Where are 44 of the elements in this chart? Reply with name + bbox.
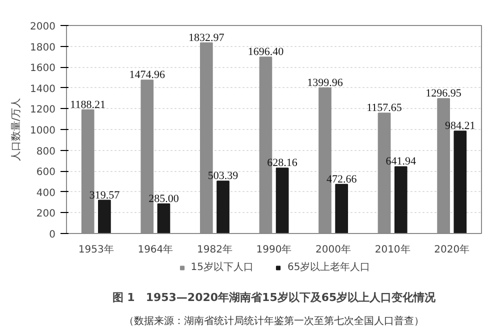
y-tick-label: 400	[36, 188, 56, 199]
data-label: 628.16	[267, 157, 298, 170]
y-tick-label: 0	[49, 230, 56, 240]
data-label: 319.57	[89, 189, 120, 202]
y-tick-label: 800	[36, 146, 56, 158]
y-tick-label: 2000	[30, 22, 56, 32]
data-label: 1296.95	[426, 88, 462, 100]
data-label: 1399.96	[307, 76, 344, 89]
y-tick-label: 600	[36, 167, 56, 178]
bar	[335, 184, 348, 234]
x-tick-label: 2000年	[316, 244, 352, 256]
data-label: 1188.21	[70, 98, 106, 111]
legend-label: 15岁以下人口	[190, 260, 254, 274]
y-tick-label: 1600	[30, 63, 56, 74]
legend-label: 65岁以上老年人口	[288, 260, 370, 274]
data-label: 285.00	[148, 192, 180, 205]
x-tick-label: 1990年	[256, 244, 292, 256]
x-tick-label: 1953年	[78, 244, 114, 256]
y-tick-label: 1000	[30, 126, 56, 136]
x-tick-label: 2020年	[434, 244, 470, 256]
data-label: 1696.40	[248, 46, 284, 58]
y-axis-title: 人口数量/万人	[11, 98, 22, 162]
data-label: 1832.97	[188, 32, 225, 44]
bar	[276, 168, 289, 234]
bar	[157, 203, 170, 234]
bar	[454, 130, 467, 234]
bar	[394, 166, 408, 234]
data-label: 1157.65	[366, 102, 402, 114]
bar	[216, 180, 230, 234]
x-tick-label: 1982年	[196, 244, 232, 256]
data-label: 472.66	[326, 173, 358, 186]
y-tick-label: 1800	[30, 42, 56, 54]
bar	[98, 200, 111, 234]
y-tick-label: 1200	[30, 104, 56, 116]
data-label: 641.94	[386, 156, 416, 168]
data-label: 1474.96	[129, 69, 166, 82]
x-tick-label: 1964年	[138, 244, 174, 256]
y-tick-label: 200	[36, 208, 56, 220]
x-tick-label: 2010年	[374, 244, 410, 256]
text: （数据来源：湖南省统计局统计年鉴第一次至第七次全国人口普查）	[124, 315, 424, 327]
text: 图 1 1953—2020年湖南省15岁以下及65岁以上人口变化情况	[112, 291, 437, 304]
data-label: 984.21	[445, 120, 476, 132]
data-label: 503.39	[208, 170, 239, 182]
y-tick-label: 1400	[30, 84, 56, 95]
